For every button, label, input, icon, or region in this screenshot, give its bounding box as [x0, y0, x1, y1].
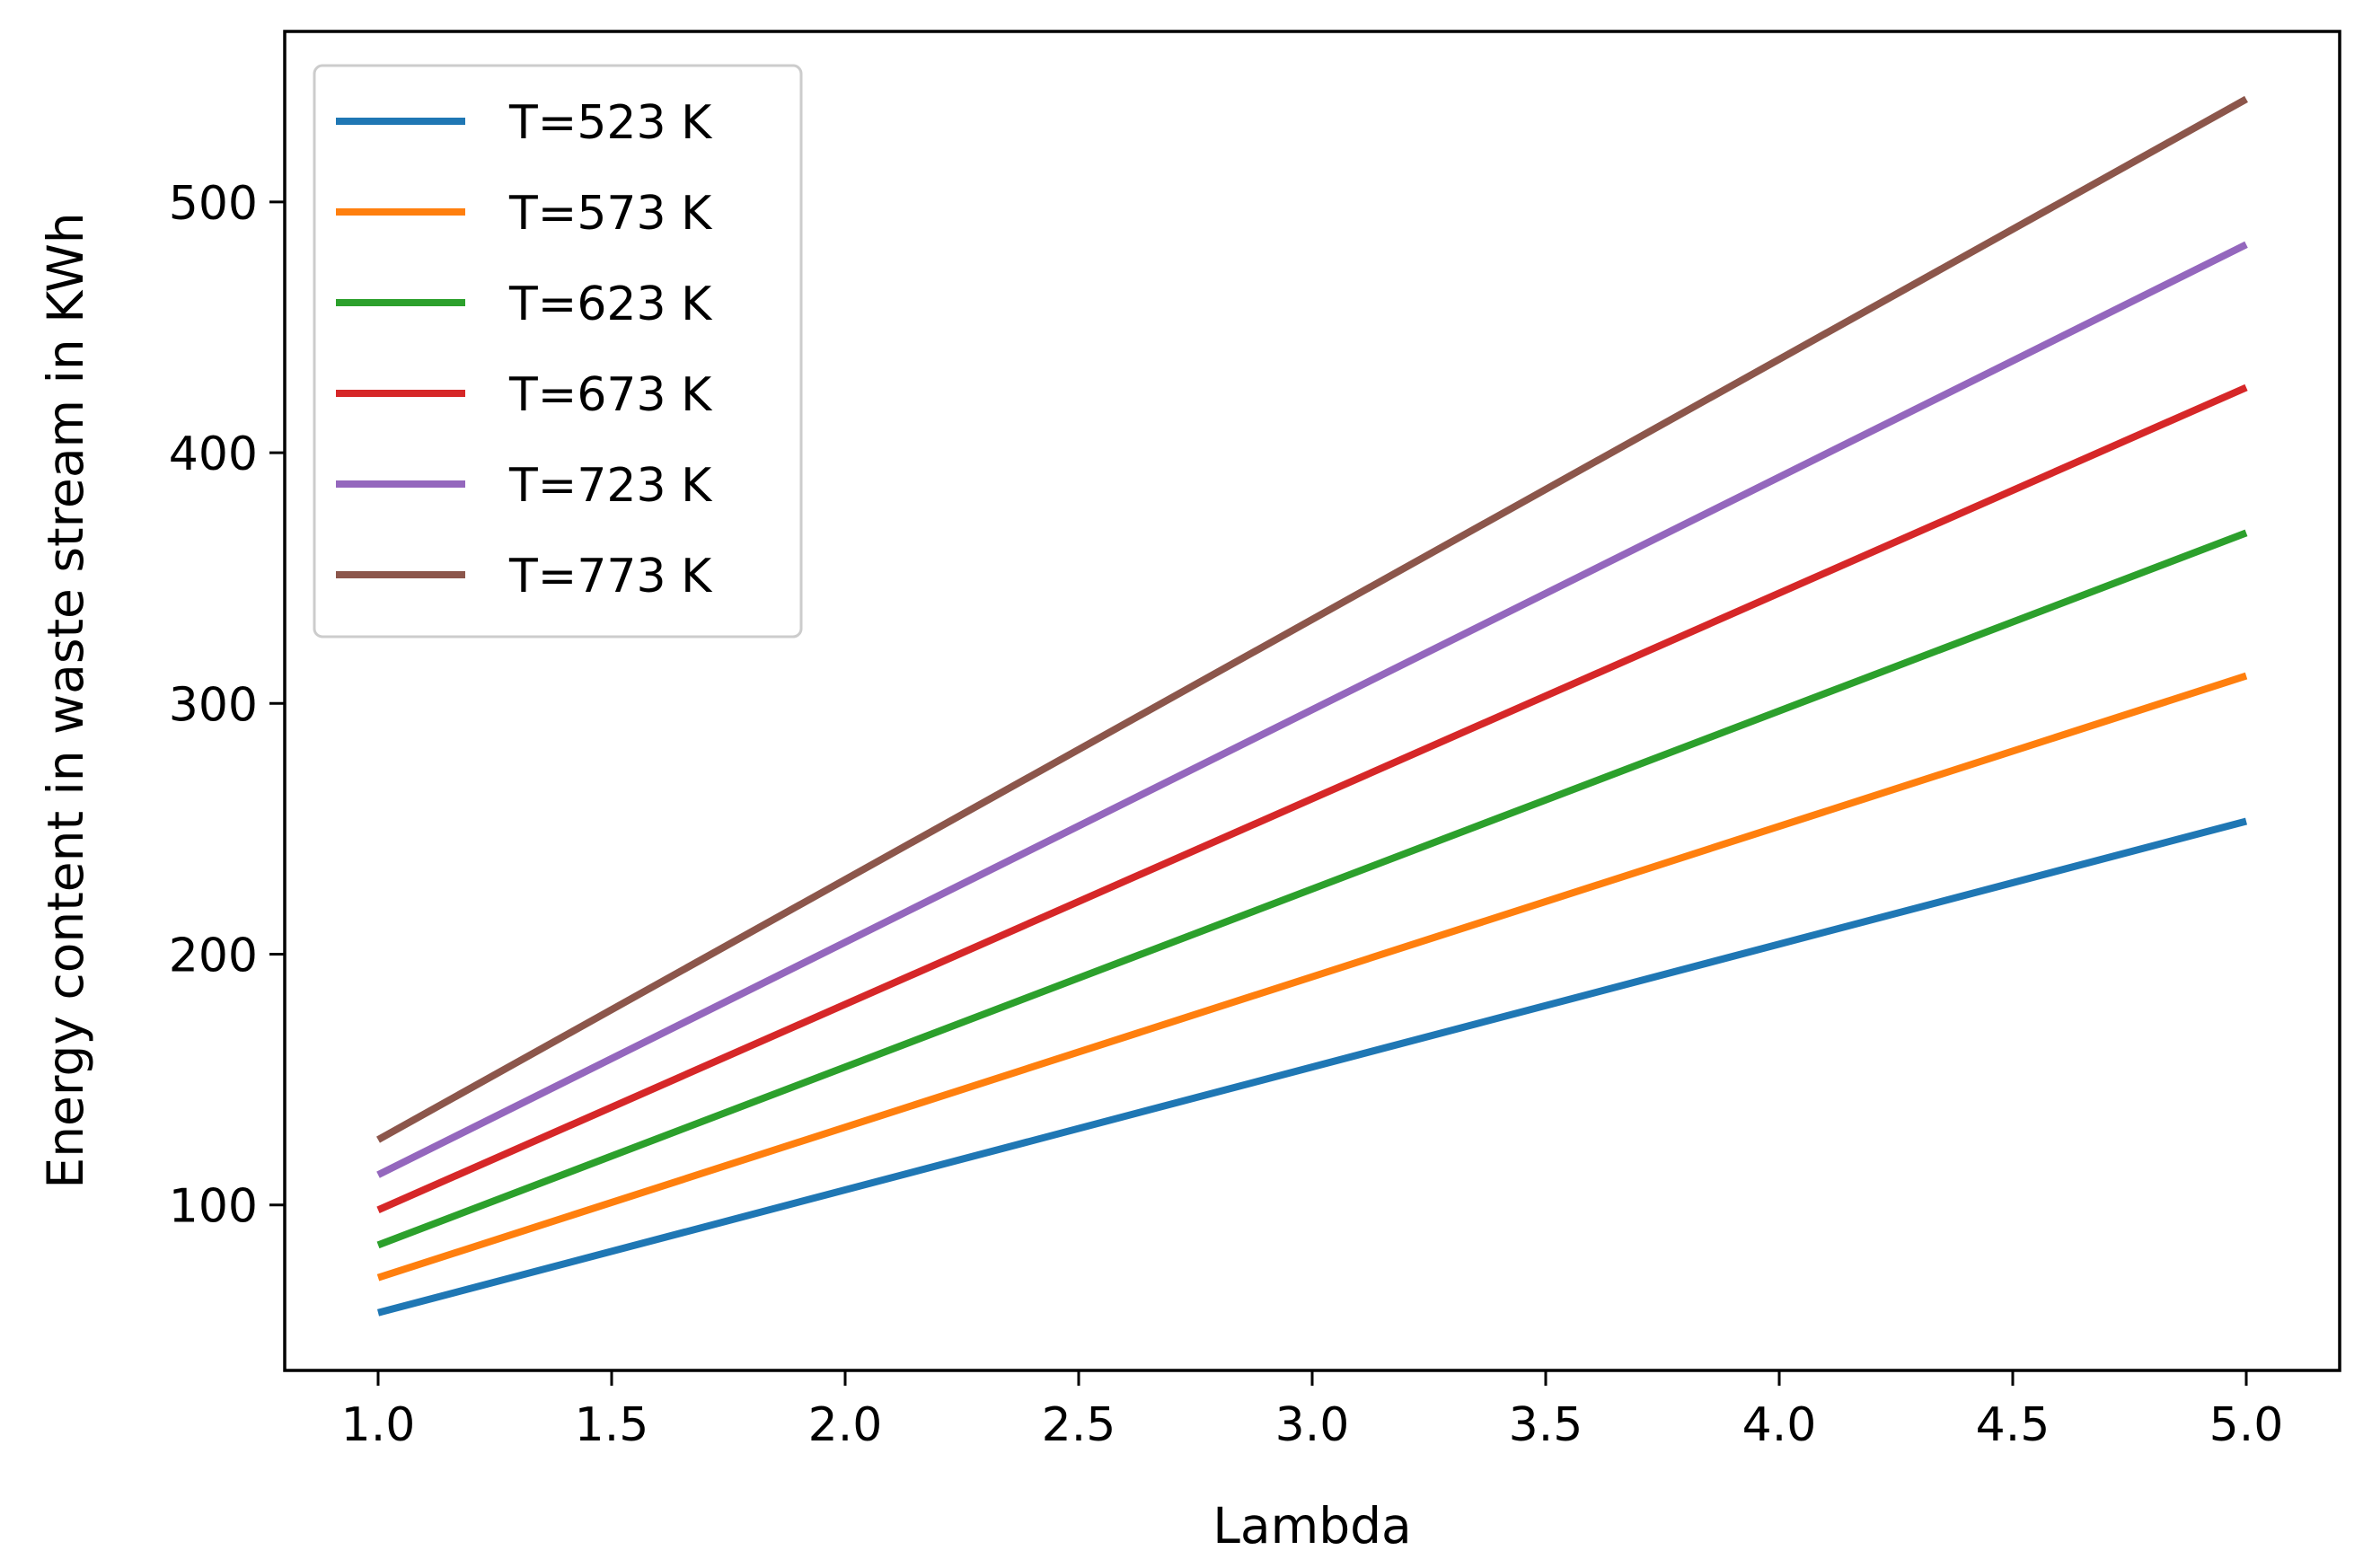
y-axis: 100 200 300 400 500 [169, 177, 285, 1234]
series-line-3 [376, 383, 2248, 1213]
series-line-5 [376, 95, 2248, 1143]
y-tick-label: 400 [169, 427, 258, 481]
series-line-4 [376, 241, 2248, 1178]
y-tick-label: 100 [169, 1180, 258, 1234]
legend-entry-1: T=573 K [508, 187, 713, 241]
x-axis: 1.0 1.5 2.0 2.5 3.0 3.5 4.0 4.5 5.0 [341, 1370, 2284, 1452]
x-tick-label: 4.5 [1976, 1398, 2050, 1452]
series-line-2 [376, 529, 2248, 1249]
x-tick-label: 2.5 [1042, 1398, 1116, 1452]
y-tick-label: 300 [169, 678, 258, 732]
x-tick-label: 3.0 [1275, 1398, 1350, 1452]
legend-entry-5: T=773 K [508, 550, 713, 603]
y-tick-label: 200 [169, 929, 258, 983]
x-tick-label: 1.0 [341, 1398, 416, 1452]
x-tick-label: 5.0 [2209, 1398, 2284, 1452]
legend-entry-2: T=623 K [508, 277, 713, 331]
legend-entry-0: T=523 K [508, 96, 713, 150]
x-tick-label: 1.5 [575, 1398, 649, 1452]
y-tick-label: 500 [169, 177, 258, 231]
series-line-0 [376, 817, 2248, 1317]
x-tick-label: 4.0 [1742, 1398, 1817, 1452]
y-axis-label: Energy content in waste stream in KWh [37, 212, 94, 1188]
series-line-1 [376, 672, 2248, 1282]
x-tick-label: 3.5 [1509, 1398, 1583, 1452]
legend-entry-4: T=723 K [508, 459, 713, 513]
x-axis-label: Lambda [1212, 1497, 1411, 1555]
legend: T=523 K T=573 K T=623 K T=673 K T=723 K T=773… [313, 64, 803, 639]
series-layer [376, 95, 2248, 1317]
x-tick-label: 2.0 [808, 1398, 883, 1452]
legend-entry-3: T=673 K [508, 368, 713, 422]
